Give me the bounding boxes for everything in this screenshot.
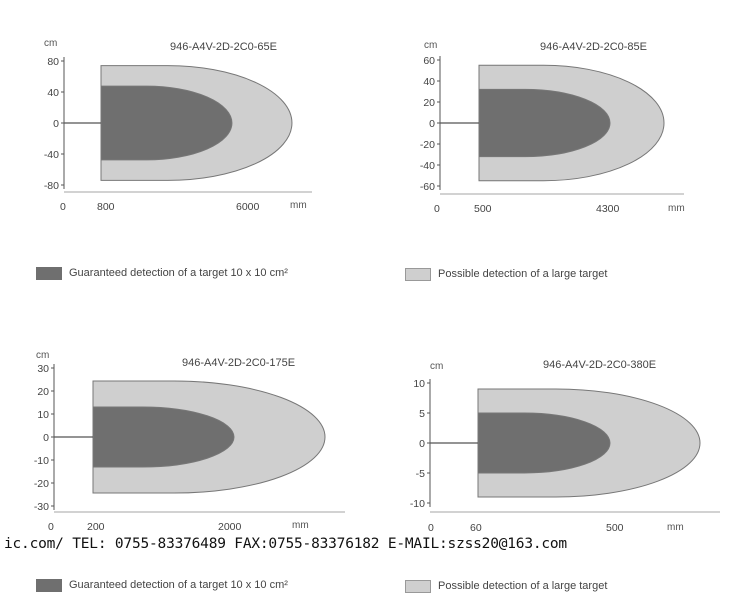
y-tick-label: 0: [419, 438, 425, 450]
y-tick-label: -10: [410, 498, 425, 510]
y-tick-label: 60: [423, 55, 435, 67]
chart-title: 946-A4V-2D-2C0-85E: [540, 41, 648, 53]
y-tick-label: -5: [416, 468, 425, 480]
x-tick-label: 800: [97, 201, 115, 213]
y-tick-label: -60: [420, 181, 435, 193]
legend-label-possible: Possible detection of a large target: [438, 268, 608, 280]
y-tick-label: -40: [420, 160, 435, 172]
area-guaranteed-detection: [477, 412, 611, 474]
x-tick-label: 0: [428, 522, 434, 534]
y-tick-label: 0: [429, 118, 435, 130]
x-tick-label: 500: [606, 522, 624, 534]
legend-swatch-possible: [405, 580, 431, 593]
x-axis-unit: mm: [667, 522, 684, 533]
y-tick-label: -20: [34, 478, 49, 490]
y-axis-unit: cm: [424, 40, 438, 51]
y-tick-label: -20: [420, 139, 435, 151]
y-axis-unit: cm: [36, 350, 50, 361]
x-tick-label: 0: [60, 201, 66, 213]
y-tick-label: -40: [44, 149, 59, 161]
chart-title: 946-A4V-2D-2C0-175E: [182, 357, 296, 369]
y-tick-label: -80: [44, 180, 59, 192]
y-axis-unit: cm: [44, 38, 58, 49]
area-guaranteed-detection: [100, 85, 233, 161]
y-tick-label: -10: [34, 455, 49, 467]
y-tick-label: 40: [423, 76, 435, 88]
y-tick-label: 0: [53, 118, 59, 130]
y-axis-unit: cm: [430, 361, 444, 372]
y-tick-label: 30: [37, 363, 49, 375]
chart-title: 946-A4V-2D-2C0-65E: [170, 41, 278, 53]
legend-swatch-possible: [405, 268, 431, 281]
x-axis-unit: mm: [668, 203, 685, 214]
legend-label-guaranteed: Guaranteed detection of a target 10 x 10…: [69, 579, 288, 591]
x-tick-label: 0: [48, 521, 54, 533]
area-guaranteed-detection: [92, 406, 235, 468]
chart-title: 946-A4V-2D-2C0-380E: [543, 359, 657, 371]
y-tick-label: 40: [47, 87, 59, 99]
area-guaranteed-detection: [478, 88, 611, 158]
y-tick-label: 10: [37, 409, 49, 421]
x-tick-label: 0: [434, 203, 440, 215]
y-tick-label: 80: [47, 56, 59, 68]
contact-footer: ic.com/ TEL: 0755-83376489 FAX:0755-8337…: [4, 536, 567, 552]
x-axis-unit: mm: [292, 520, 309, 531]
y-tick-label: 20: [423, 97, 435, 109]
y-tick-label: 0: [43, 432, 49, 444]
y-tick-label: 10: [413, 378, 425, 390]
x-tick-label: 2000: [218, 521, 242, 533]
y-tick-label: 5: [419, 408, 425, 420]
x-tick-label: 500: [474, 203, 492, 215]
legend-label-guaranteed: Guaranteed detection of a target 10 x 10…: [69, 267, 288, 279]
x-tick-label: 6000: [236, 201, 260, 213]
legend-swatch-guaranteed: [36, 267, 62, 280]
x-tick-label: 200: [87, 521, 105, 533]
x-tick-label: 60: [470, 522, 482, 534]
x-tick-label: 4300: [596, 203, 620, 215]
legend-swatch-guaranteed: [36, 579, 62, 592]
y-tick-label: -30: [34, 501, 49, 513]
legend-label-possible: Possible detection of a large target: [438, 580, 608, 592]
x-axis-unit: mm: [290, 200, 307, 211]
y-tick-label: 20: [37, 386, 49, 398]
